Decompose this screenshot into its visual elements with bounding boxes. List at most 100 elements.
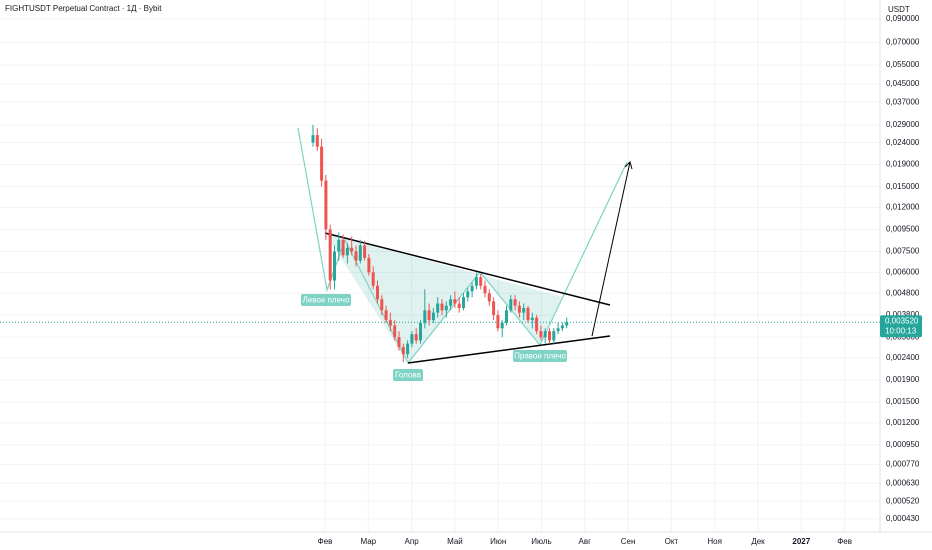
y-tick-label: 0,045000	[886, 79, 920, 88]
y-tick-label: 0,000630	[886, 478, 920, 487]
x-tick-label: Июн	[490, 537, 506, 546]
candle-body	[539, 331, 543, 338]
candle-body	[367, 257, 371, 273]
candle-body	[436, 303, 440, 313]
x-tick-label: Апр	[405, 537, 420, 546]
y-tick-label: 0,037000	[886, 97, 920, 106]
candle-body	[517, 305, 521, 313]
candle-body	[449, 299, 453, 306]
arrow-head	[624, 161, 633, 170]
annotation: Левое плечо	[303, 296, 350, 305]
candle-body	[401, 347, 405, 355]
candle-body	[376, 285, 379, 300]
annotation: Голова	[395, 371, 421, 380]
x-tick-label: Ноя	[707, 537, 722, 546]
candle-body	[410, 334, 414, 344]
candle-body	[513, 299, 517, 306]
candle-body	[320, 146, 324, 181]
annotation: Правое плечо	[514, 352, 566, 361]
target-arrow	[591, 161, 631, 337]
candle-body	[483, 285, 487, 294]
candle-body	[530, 317, 534, 321]
y-tick-label: 0,000430	[886, 514, 920, 523]
candle-body	[380, 299, 384, 311]
x-tick-label: Сен	[621, 537, 636, 546]
pattern-fill	[325, 233, 563, 363]
axis-unit: USDT	[888, 5, 910, 14]
candle-body	[505, 310, 508, 323]
candle-body	[526, 307, 530, 321]
candle-body	[328, 229, 332, 281]
y-tick-label: 0,019000	[886, 160, 920, 169]
y-tick-label: 0,001500	[886, 397, 920, 406]
candle-body	[341, 239, 345, 256]
y-tick-label: 0,001900	[886, 375, 920, 384]
x-tick-label: Мар	[360, 537, 376, 546]
candle-body	[363, 245, 367, 258]
y-tick-label: 0,007500	[886, 247, 920, 256]
candle-body	[556, 328, 560, 332]
y-tick-label: 0,000950	[886, 440, 920, 449]
candle-body	[423, 310, 427, 323]
y-tick-label: 0,009500	[886, 224, 920, 233]
y-tick-label: 0,055000	[886, 60, 920, 69]
neckline-lower	[407, 335, 611, 364]
candle-body	[315, 135, 319, 147]
candle-body	[543, 331, 547, 338]
candle-body	[354, 251, 358, 261]
y-tick-label: 0,070000	[886, 38, 920, 47]
candle-body	[431, 312, 435, 321]
candle-body	[440, 303, 444, 311]
candle-body	[509, 299, 513, 311]
chart-title: FIGHTUSDT Perpetual Contract · 1Д · Bybi…	[5, 4, 162, 13]
candle-body	[397, 337, 401, 348]
candle-body	[457, 303, 461, 308]
y-tick-label: 0,000520	[886, 496, 920, 505]
neckline-upper	[324, 232, 611, 306]
y-tick-label: 0,000770	[886, 460, 920, 469]
x-tick-label: Фев	[318, 537, 333, 546]
candle-body	[466, 291, 470, 298]
y-tick-label: 0,001200	[886, 418, 920, 427]
x-tick-label: Дек	[751, 537, 765, 546]
candle-body	[333, 251, 336, 281]
candle-body	[358, 245, 362, 261]
last-price-label: 0,003520	[885, 316, 919, 325]
candle-body	[470, 285, 474, 292]
candle-body	[462, 297, 465, 308]
candle-body	[427, 310, 431, 321]
candle-body	[560, 325, 564, 329]
candle-body	[487, 293, 491, 302]
candle-body	[406, 343, 410, 355]
candle-body	[500, 322, 504, 329]
x-tick-label: Май	[447, 537, 463, 546]
candle-body	[324, 180, 328, 230]
candle-body	[393, 325, 397, 338]
label-box	[301, 294, 351, 306]
candle-body	[474, 277, 478, 286]
x-tick-label: Июль	[531, 537, 551, 546]
y-tick-label: 0,015000	[886, 182, 920, 191]
candle-body	[345, 247, 349, 256]
candle-body	[350, 247, 354, 252]
candle-body	[496, 315, 500, 329]
label-box	[393, 369, 423, 381]
candle-body	[565, 322, 569, 326]
candle-body	[384, 310, 388, 321]
candle-body	[444, 305, 448, 311]
x-tick-label: Авг	[579, 537, 592, 546]
candle-body	[311, 135, 315, 143]
last-price-box	[880, 315, 922, 338]
y-tick-label: 0,029000	[886, 120, 920, 129]
y-tick-label: 0,006000	[886, 267, 920, 276]
y-tick-label: 0,004800	[886, 288, 920, 297]
candle-body	[453, 299, 457, 304]
candle-body	[419, 322, 422, 341]
candle-body	[388, 320, 392, 326]
y-tick-label: 0,024000	[886, 138, 920, 147]
y-tick-label: 0,002400	[886, 353, 920, 362]
y-tick-label: 0,090000	[886, 14, 920, 23]
candle-body	[535, 317, 539, 332]
countdown: 10:00:13	[885, 326, 917, 335]
